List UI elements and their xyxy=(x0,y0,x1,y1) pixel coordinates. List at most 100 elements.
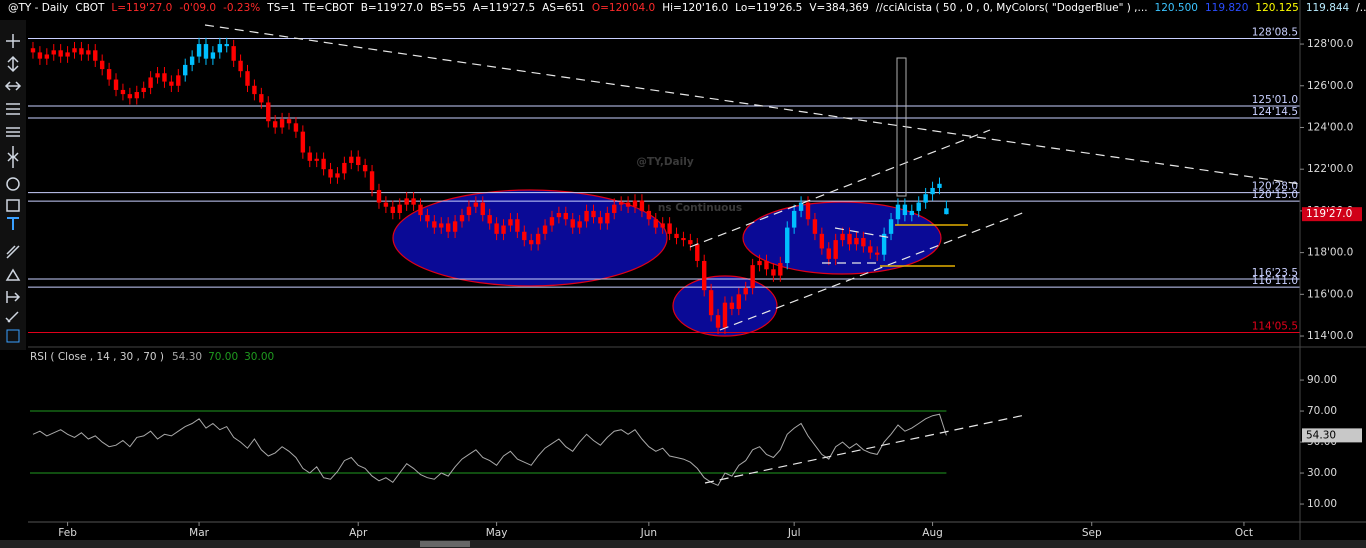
candle-body xyxy=(293,123,299,132)
candle-body xyxy=(591,210,596,218)
price-level-label: 114'05.5 xyxy=(1252,320,1298,332)
candle-body xyxy=(155,73,160,78)
candle-body xyxy=(785,227,790,264)
candle-body xyxy=(321,158,326,170)
price-level-label: 128'08.5 xyxy=(1252,27,1298,39)
candle-body xyxy=(466,206,472,216)
tool-fib[interactable] xyxy=(5,268,21,281)
tool-hlines[interactable] xyxy=(6,103,20,115)
candle-body xyxy=(369,171,375,191)
trendline xyxy=(704,414,1026,484)
scrollbar[interactable] xyxy=(0,540,1366,548)
price-level-label: 120'15.0 xyxy=(1252,189,1298,201)
candle-body xyxy=(473,202,479,207)
y-tick-label: 128'00.0 xyxy=(1307,38,1353,50)
tool-pencil[interactable] xyxy=(5,311,19,323)
x-tick-label: Apr xyxy=(349,527,368,539)
candle-body xyxy=(888,219,894,234)
x-tick-label: Sep xyxy=(1082,527,1102,539)
header-text: /... xyxy=(1356,2,1366,14)
candle-body xyxy=(764,260,769,270)
candle-body xyxy=(445,223,451,232)
candle-body xyxy=(120,89,126,95)
candle-body xyxy=(335,173,340,178)
candle-body xyxy=(812,219,818,234)
price-level-label: 124'14.5 xyxy=(1252,106,1298,118)
tool-ellipse[interactable] xyxy=(6,177,20,191)
candle-body xyxy=(494,223,499,234)
x-tick-label: Mar xyxy=(189,527,209,539)
header-text: Hi=120'16.0 xyxy=(662,2,728,14)
candle-body xyxy=(148,77,153,88)
tool-label[interactable] xyxy=(6,329,20,343)
y-tick-label: 10.00 xyxy=(1307,498,1337,510)
candle-body xyxy=(245,71,250,86)
tool-horizontal[interactable] xyxy=(4,81,22,91)
scrollbar-thumb[interactable] xyxy=(420,541,470,547)
tool-text[interactable] xyxy=(7,217,19,230)
candle-body xyxy=(452,221,458,232)
y-tick-label: 114'00.0 xyxy=(1307,330,1353,342)
header-text: TS=1 xyxy=(266,2,296,14)
candle-body xyxy=(72,48,77,53)
candle-body xyxy=(349,156,354,163)
header-text: BS=55 xyxy=(430,2,466,14)
candle-body xyxy=(881,233,887,255)
candle-body xyxy=(708,290,714,316)
candle-body xyxy=(44,54,50,59)
last-value-box xyxy=(1302,428,1362,443)
candle-body xyxy=(210,52,216,59)
level-value: 70.00 xyxy=(208,351,238,363)
candle-body xyxy=(141,87,146,93)
candle-body xyxy=(383,202,389,207)
x-tick-label: Aug xyxy=(922,527,943,539)
tool-arrow-up[interactable] xyxy=(7,154,19,168)
candle-body xyxy=(328,169,333,178)
tool-extend[interactable] xyxy=(6,291,21,303)
y-tick-label: 118'00.0 xyxy=(1307,247,1353,259)
tool-trendline[interactable] xyxy=(6,245,20,259)
header-text: Lo=119'26.5 xyxy=(735,2,802,14)
candle-body xyxy=(134,92,139,99)
candle-body xyxy=(598,217,603,224)
header-text: A=119'27.5 xyxy=(473,2,535,14)
header-text: B=119'27.0 xyxy=(361,2,423,14)
candle-body xyxy=(238,60,243,72)
tool-vertical[interactable] xyxy=(7,55,19,73)
trendline xyxy=(204,24,1301,185)
candle-body xyxy=(397,204,402,213)
ellipse-annotation xyxy=(392,189,668,287)
candle-body xyxy=(937,183,942,188)
candle-body xyxy=(778,263,783,276)
y-tick-label: 126'00.0 xyxy=(1307,80,1353,92)
x-tick-label: May xyxy=(486,527,508,539)
candle-body xyxy=(667,223,672,234)
candle-body xyxy=(729,302,735,309)
y-tick-label: 90.00 xyxy=(1307,374,1337,386)
candle-body xyxy=(203,44,209,59)
tool-crosshair[interactable] xyxy=(6,34,20,48)
tool-lines[interactable] xyxy=(6,127,20,137)
candle-body xyxy=(847,233,852,245)
candle-body xyxy=(612,204,617,213)
candle-body xyxy=(459,215,465,222)
toolbar xyxy=(0,20,26,350)
candle-body xyxy=(501,225,506,234)
candle-body xyxy=(217,44,223,53)
candle-body xyxy=(508,219,513,226)
candle-body xyxy=(556,212,562,218)
candle-body xyxy=(930,187,935,195)
tool-rectangle[interactable] xyxy=(6,199,20,212)
watermark-layer: @TY,Daily ns Continuous xyxy=(636,156,742,214)
candle-body xyxy=(750,265,755,289)
trendline-annotations xyxy=(204,24,1301,484)
candle-body xyxy=(916,202,921,211)
trendline xyxy=(834,227,893,239)
candle-body xyxy=(639,200,645,211)
candle-body xyxy=(259,94,264,103)
candle-body xyxy=(715,315,721,328)
candle-body xyxy=(577,221,582,228)
y-tick-label: 124'00.0 xyxy=(1307,121,1353,133)
candle-body xyxy=(771,269,776,276)
